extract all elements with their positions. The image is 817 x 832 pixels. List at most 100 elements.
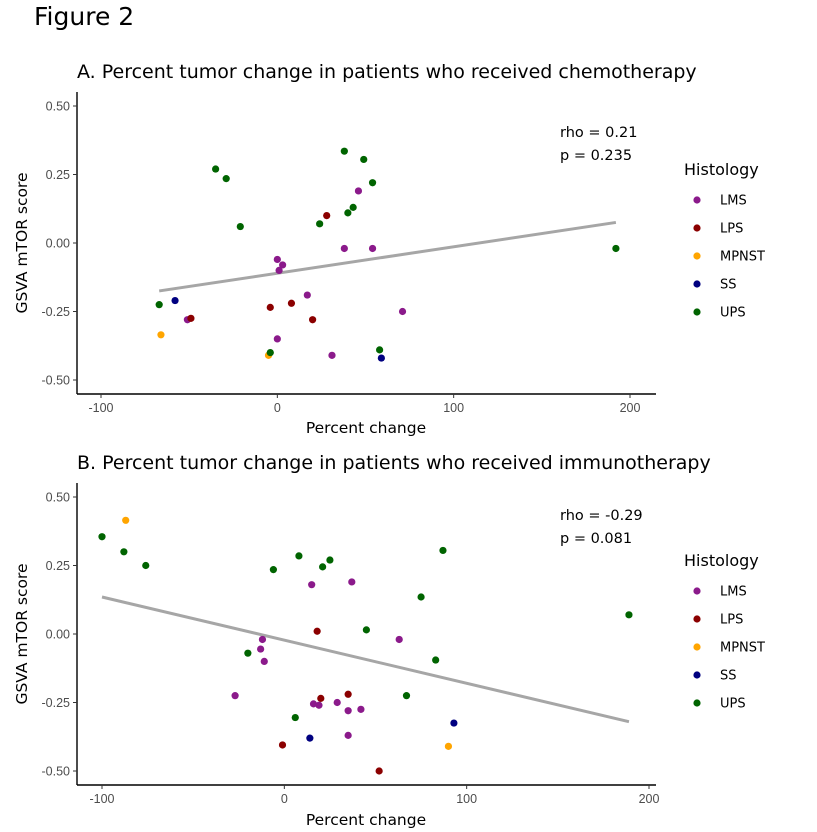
data-point-lms xyxy=(344,707,352,715)
series-ups xyxy=(98,533,633,722)
y-tick-label: -0.25 xyxy=(42,696,71,710)
data-point-lms xyxy=(344,731,352,739)
rho-annotation: rho = 0.21 xyxy=(560,125,637,141)
data-point-ups xyxy=(344,209,352,217)
trend-line xyxy=(158,220,617,293)
data-point-lms xyxy=(333,698,341,707)
data-point-ups xyxy=(266,349,274,357)
data-point-mpnst xyxy=(122,516,130,524)
series-lms xyxy=(231,578,403,739)
data-point-lms xyxy=(368,244,377,253)
data-point-ups xyxy=(612,244,620,253)
y-tick-label: 0.50 xyxy=(46,100,70,114)
legend-label-ups: UPS xyxy=(720,697,746,712)
legend-marker-ss xyxy=(693,671,701,679)
y-tick-label: 0.50 xyxy=(46,491,70,505)
series-ups xyxy=(155,147,620,357)
data-point-mpnst xyxy=(444,742,453,750)
legend-marker-ss xyxy=(693,280,701,288)
data-point-ss xyxy=(450,719,458,727)
data-point-lms xyxy=(275,266,283,274)
chart-title: A. Percent tumor change in patients who … xyxy=(77,61,697,83)
series-mpnst xyxy=(122,516,453,750)
p-value-annotation: p = 0.235 xyxy=(560,148,632,164)
legend-title: Histology xyxy=(684,160,759,179)
data-point-lps xyxy=(278,741,287,749)
data-point-lms xyxy=(315,701,323,709)
data-point-lps xyxy=(375,767,383,775)
legend-marker-ups xyxy=(693,308,701,316)
data-point-ups xyxy=(432,656,440,664)
legend-marker-mpnst xyxy=(693,643,701,651)
x-tick-label: 100 xyxy=(443,401,464,415)
legend-label-lps: LPS xyxy=(720,222,743,237)
data-point-lms xyxy=(273,335,281,343)
data-point-ups xyxy=(244,649,252,657)
data-point-lps xyxy=(323,212,331,220)
series-ss xyxy=(171,296,385,362)
data-point-lms xyxy=(328,351,336,359)
x-tick-label: 0 xyxy=(274,401,281,415)
data-point-lms xyxy=(348,578,356,586)
data-point-lms xyxy=(258,635,267,644)
data-point-lms xyxy=(273,255,281,264)
data-point-lps xyxy=(313,627,321,635)
data-point-ups xyxy=(120,548,128,556)
data-point-ups xyxy=(326,556,334,564)
chart-title: B. Percent tumor change in patients who … xyxy=(77,452,711,474)
data-point-lms xyxy=(303,291,311,299)
legend-label-lps: LPS xyxy=(720,613,743,628)
data-point-ups xyxy=(417,593,425,601)
data-point-lps xyxy=(344,690,352,698)
legend-label-ss: SS xyxy=(720,669,737,684)
data-point-lps xyxy=(309,316,317,324)
legend: Histology LMS LPS MPNST SS UPS xyxy=(684,160,765,321)
data-point-ups xyxy=(212,165,220,173)
data-point-lms xyxy=(279,261,287,269)
legend-label-ups: UPS xyxy=(720,306,746,321)
data-point-lps xyxy=(266,303,274,311)
data-point-ups xyxy=(222,175,230,183)
data-point-ups xyxy=(319,563,327,571)
data-point-lms xyxy=(357,705,365,713)
figure-title: Figure 2 xyxy=(34,2,135,31)
data-point-ups xyxy=(291,713,299,722)
legend-marker-lms xyxy=(693,196,701,204)
series-mpnst xyxy=(157,331,273,359)
y-tick-label: -0.50 xyxy=(42,765,71,779)
legend-label-ss: SS xyxy=(720,278,737,293)
chart-panel-a: A. Percent tumor change in patients who … xyxy=(13,61,765,437)
x-axis-title: Percent change xyxy=(306,811,426,829)
legend-label-mpnst: MPNST xyxy=(720,641,765,656)
data-point-ups xyxy=(360,155,368,164)
data-point-ups xyxy=(98,533,106,541)
chart-panel-b: B. Percent tumor change in patients who … xyxy=(13,452,765,829)
data-point-lms xyxy=(309,700,318,708)
y-axis-title: GSVA mTOR score xyxy=(13,563,31,704)
data-point-ups xyxy=(142,561,150,570)
data-point-lps xyxy=(287,299,296,307)
legend-marker-lps xyxy=(693,615,701,623)
y-tick-label: -0.50 xyxy=(42,374,71,388)
x-tick-label: 200 xyxy=(639,792,660,806)
data-point-ups xyxy=(625,611,633,619)
data-point-lms xyxy=(231,692,239,700)
data-point-ups xyxy=(402,692,411,700)
data-point-ups xyxy=(376,346,384,354)
data-point-lms xyxy=(398,307,407,316)
data-point-ups xyxy=(340,147,348,155)
legend-label-mpnst: MPNST xyxy=(720,250,765,265)
data-point-ss xyxy=(377,354,385,362)
data-point-ups xyxy=(349,203,357,211)
y-tick-label: -0.25 xyxy=(42,305,71,319)
x-tick-label: 200 xyxy=(620,401,641,415)
y-tick-label: 0.25 xyxy=(46,559,70,573)
legend-marker-mpnst xyxy=(693,252,701,260)
data-point-lms xyxy=(308,581,316,589)
x-axis-title: Percent change xyxy=(306,419,426,437)
series-lms xyxy=(183,187,407,359)
y-axis-title: GSVA mTOR score xyxy=(13,172,31,313)
x-tick-label: -100 xyxy=(88,401,113,415)
legend-marker-lms xyxy=(693,587,701,595)
data-point-lps xyxy=(187,314,195,322)
